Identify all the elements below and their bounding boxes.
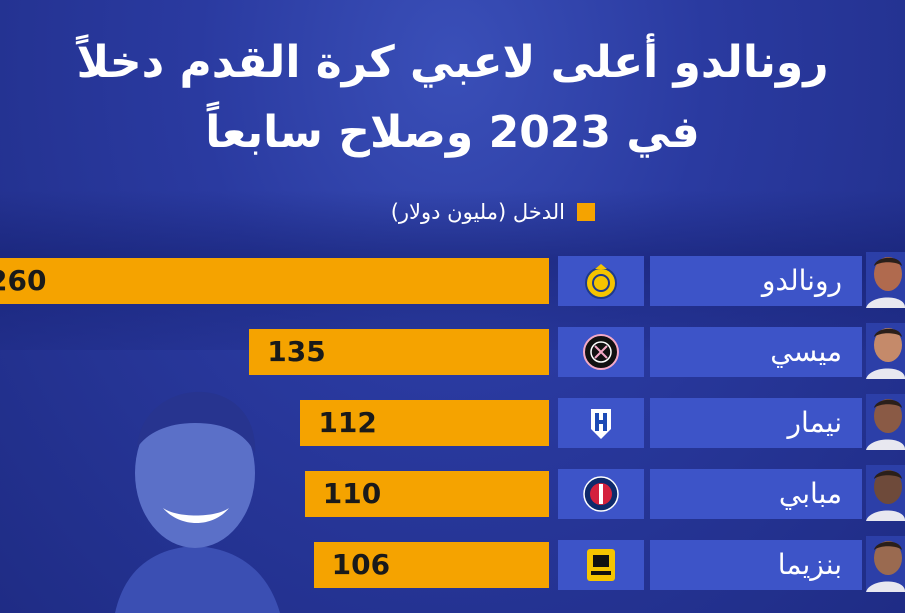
player-avatar-icon	[866, 394, 905, 450]
player-avatar-icon	[866, 465, 905, 521]
club-logo-box	[558, 398, 644, 448]
bar-value-label: 135	[267, 335, 326, 368]
inter-miami-logo-icon	[583, 334, 619, 370]
legend-label: الدخل (مليون دولار)	[390, 200, 565, 224]
category-label: ميسي	[650, 327, 862, 377]
al-nassr-logo-icon	[585, 264, 617, 299]
club-logo-box	[558, 256, 644, 306]
bar-value-label: 260	[0, 264, 47, 297]
category-label: مبابي	[650, 469, 862, 519]
bar	[304, 471, 549, 517]
bar-value-label: 112	[318, 406, 377, 439]
club-logo-box	[558, 469, 644, 519]
club-logo-box	[558, 327, 644, 377]
bar	[0, 258, 549, 304]
al-hilal-logo-icon	[591, 409, 611, 439]
club-logo-box	[558, 540, 644, 590]
bar	[313, 542, 549, 588]
bar	[249, 329, 549, 375]
bar-value-label: 110	[322, 477, 382, 510]
player-photo-icon	[115, 391, 280, 613]
player-avatar-icon	[866, 252, 905, 308]
bar	[300, 400, 549, 446]
category-label: رونالدو	[650, 256, 862, 306]
bar-value-label: 106	[331, 548, 391, 581]
al-ittihad-logo-icon	[587, 549, 615, 581]
category-label: نيمار	[650, 398, 862, 448]
category-label: بنزيما	[650, 540, 862, 590]
legend: الدخل (مليون دولار)	[391, 200, 595, 224]
chart-title-line-1: رونالدو أعلى لاعبي كرة القدم دخلاً	[76, 37, 829, 88]
player-avatar-icon	[866, 536, 905, 592]
player-avatar-icon	[866, 323, 905, 379]
chart-title-line-2: في 2023 وصلاح سابعاً	[205, 107, 700, 158]
psg-logo-icon	[583, 476, 619, 512]
legend-swatch	[577, 203, 595, 221]
